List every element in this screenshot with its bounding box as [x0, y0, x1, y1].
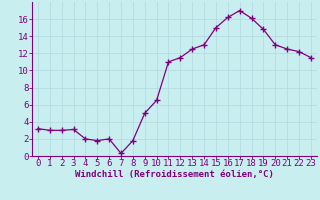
X-axis label: Windchill (Refroidissement éolien,°C): Windchill (Refroidissement éolien,°C)	[75, 170, 274, 179]
